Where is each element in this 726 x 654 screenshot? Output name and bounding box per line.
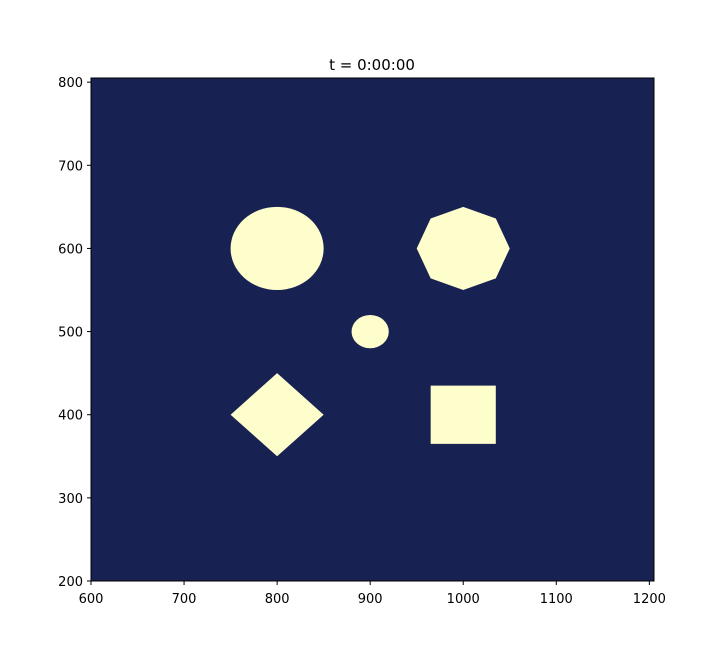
y-tick-label: 400 bbox=[58, 409, 83, 424]
x-tick-label: 1100 bbox=[540, 592, 573, 607]
x-tick-label: 900 bbox=[358, 592, 383, 607]
shapes-layer bbox=[230, 206, 510, 457]
plot-frame bbox=[90, 77, 655, 582]
shape-square-4 bbox=[430, 385, 496, 444]
y-tick-label: 700 bbox=[58, 159, 83, 174]
y-tick-label: 500 bbox=[58, 326, 83, 341]
y-tick-label: 200 bbox=[58, 575, 83, 590]
shape-diamond-3 bbox=[230, 373, 324, 457]
x-tick-label: 800 bbox=[265, 592, 290, 607]
y-tick-label: 800 bbox=[58, 76, 83, 91]
x-tick-label: 1000 bbox=[447, 592, 480, 607]
y-axis: 200 300 400 500 600 700 800 bbox=[58, 76, 91, 590]
x-axis: 600 700 800 900 1000 1100 1200 bbox=[79, 581, 666, 607]
shape-octagon-1 bbox=[416, 206, 510, 291]
x-tick-label: 600 bbox=[79, 592, 104, 607]
x-tick-label: 1200 bbox=[633, 592, 666, 607]
chart-title: t = 0:00:00 bbox=[329, 56, 415, 74]
shape-ellipse-2 bbox=[351, 314, 389, 349]
y-tick-label: 300 bbox=[58, 492, 83, 507]
y-tick-label: 600 bbox=[58, 242, 83, 257]
shape-ellipse-0 bbox=[230, 206, 324, 291]
x-tick-label: 700 bbox=[172, 592, 197, 607]
